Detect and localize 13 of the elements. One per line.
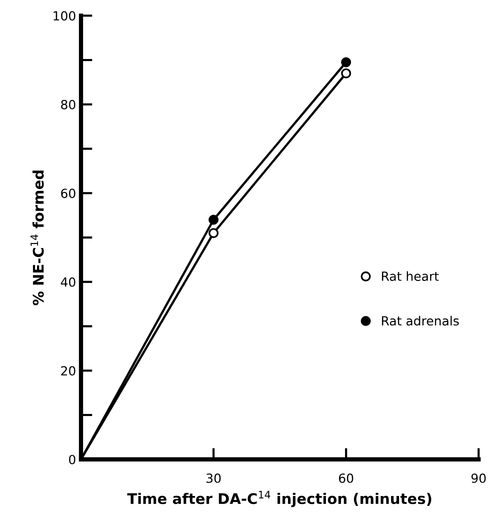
y-tick-label: 60 — [61, 188, 76, 198]
x-axis-title: Time after DA-C$^{14}$ injection (minutes) — [127, 490, 432, 508]
x-tick-label: 90 — [471, 473, 486, 483]
y-tick-label: 0 — [69, 454, 76, 464]
y-tick-label: 20 — [61, 366, 76, 376]
y-tick-label: 40 — [60, 277, 76, 287]
legend-label: Rat heart — [382, 271, 439, 281]
y-tick-label: 80 — [61, 100, 76, 110]
x-tick-label: 60 — [339, 473, 354, 483]
x-tick-label: 30 — [206, 473, 221, 483]
y-axis-title: % NE-C$^{14}$ formed — [30, 170, 44, 306]
legend-label: Rat adrenals — [382, 316, 459, 326]
y-tick-label: 100 — [54, 11, 76, 21]
